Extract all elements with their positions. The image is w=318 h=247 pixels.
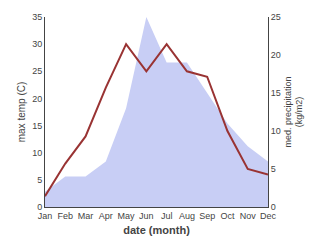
svg-text:5: 5 [37, 175, 42, 185]
svg-text:Aug: Aug [179, 211, 195, 221]
svg-text:15: 15 [271, 88, 281, 98]
svg-text:15: 15 [32, 121, 42, 131]
svg-text:0: 0 [271, 202, 276, 212]
svg-text:Jan: Jan [38, 211, 53, 221]
svg-text:25: 25 [271, 12, 281, 22]
svg-text:10: 10 [32, 148, 42, 158]
svg-text:max temp (C): max temp (C) [16, 82, 27, 143]
svg-text:Oct: Oct [220, 211, 235, 221]
svg-text:0: 0 [37, 202, 42, 212]
svg-text:Feb: Feb [58, 211, 74, 221]
svg-text:med. precipitation(kg/m2): med. precipitation(kg/m2) [283, 76, 305, 147]
svg-text:Dec: Dec [260, 211, 277, 221]
svg-text:Jul: Jul [161, 211, 173, 221]
svg-text:10: 10 [271, 126, 281, 136]
svg-text:Mar: Mar [78, 211, 94, 221]
svg-text:35: 35 [32, 12, 42, 22]
svg-text:date (month): date (month) [123, 224, 190, 236]
svg-text:Sep: Sep [199, 211, 215, 221]
svg-text:Nov: Nov [240, 211, 257, 221]
svg-text:5: 5 [271, 164, 276, 174]
svg-text:Jun: Jun [139, 211, 154, 221]
svg-text:20: 20 [271, 50, 281, 60]
svg-text:Apr: Apr [99, 211, 113, 221]
svg-text:May: May [118, 211, 136, 221]
svg-text:30: 30 [32, 39, 42, 49]
svg-text:20: 20 [32, 94, 42, 104]
svg-text:25: 25 [32, 66, 42, 76]
